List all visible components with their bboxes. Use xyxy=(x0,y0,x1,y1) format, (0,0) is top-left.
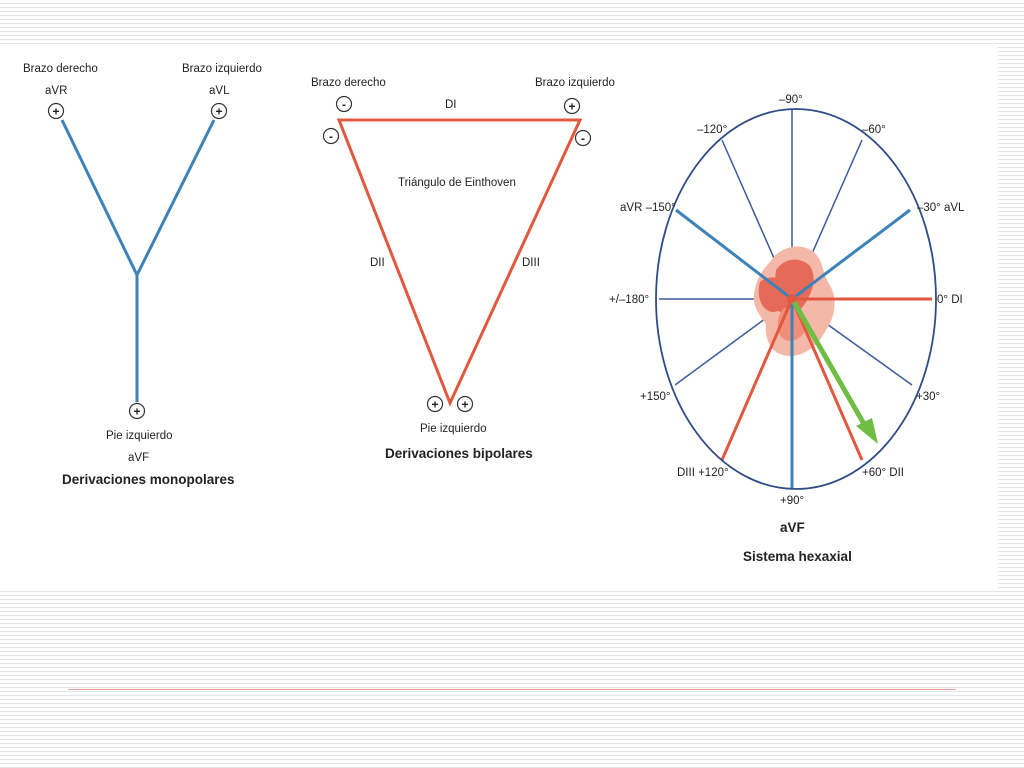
electrical-axis-arrow xyxy=(791,300,878,444)
avr-axis xyxy=(675,208,793,301)
hex-plus-30-label: +30° xyxy=(916,391,940,403)
hex-avf-label: aVF xyxy=(780,520,805,535)
diii-axis xyxy=(720,298,794,461)
avl-axis xyxy=(791,208,911,301)
dii-label: DII xyxy=(370,257,385,269)
hex-plus-150-label: +150° xyxy=(640,391,671,403)
bipolar-diagram: - - + - + + Brazo derecho Brazo izquierd… xyxy=(311,77,615,461)
svg-text:+: + xyxy=(215,105,222,119)
hex-dii-label: +60° DII xyxy=(862,467,904,479)
dii-negative-pole: - xyxy=(322,127,340,145)
bi-right-arm-label: Brazo derecho xyxy=(311,77,386,89)
svg-text:-: - xyxy=(581,132,585,146)
avl-positive-pole: + xyxy=(210,102,228,120)
hexaxial-center xyxy=(787,294,797,304)
svg-text:+: + xyxy=(461,398,468,412)
bi-left-arm-label: Brazo izquierdo xyxy=(535,77,615,89)
monopolar-diagram: + + + Brazo derecho aVR Brazo izquierdo … xyxy=(23,63,262,487)
svg-text:+: + xyxy=(568,100,575,114)
hex-minus-90-label: –90° xyxy=(779,94,803,106)
hex-plus-90-label: +90° xyxy=(780,495,804,507)
svg-text:-: - xyxy=(329,130,333,144)
mono-right-arm-label: Brazo derecho xyxy=(23,63,98,75)
svg-text:-: - xyxy=(342,98,346,112)
diii-positive-pole: + xyxy=(456,395,474,413)
triangle-label: Triángulo de Einthoven xyxy=(398,177,516,189)
bi-left-foot-label: Pie izquierdo xyxy=(420,423,486,435)
hex-avr-label: aVR –150° xyxy=(620,202,676,214)
hexaxial-diagram: –90° –120° –60° aVR –150° –30° aVL +/–18… xyxy=(609,94,965,564)
diii-negative-pole: - xyxy=(574,129,592,147)
avf-positive-pole: + xyxy=(128,402,146,420)
di-positive-pole: + xyxy=(563,97,581,115)
dii-positive-pole: + xyxy=(426,395,444,413)
mono-avl-label: aVL xyxy=(209,85,230,97)
avl-lead-line xyxy=(135,119,216,276)
footer-rule xyxy=(68,689,956,690)
hex-minus-60-label: –60° xyxy=(862,124,886,136)
diii-label: DIII xyxy=(522,257,540,269)
svg-text:+: + xyxy=(133,405,140,419)
hexaxial-ring xyxy=(655,108,937,490)
mono-left-foot-label: Pie izquierdo xyxy=(106,430,172,442)
hexaxial-caption: Sistema hexaxial xyxy=(743,549,852,564)
svg-text:+: + xyxy=(431,398,438,412)
slide-panel: + + + Brazo derecho aVR Brazo izquierdo … xyxy=(0,44,998,589)
hex-minus-120-label: –120° xyxy=(697,124,727,136)
avr-lead-line xyxy=(60,119,139,276)
hex-di-label: 0° DI xyxy=(937,294,963,306)
di-label: DI xyxy=(445,99,457,111)
ecg-leads-diagram: + + + Brazo derecho aVR Brazo izquierdo … xyxy=(23,63,965,564)
hex-180-label: +/–180° xyxy=(609,294,649,306)
di-negative-pole: - xyxy=(335,95,353,113)
hex-avl-label: –30° aVL xyxy=(917,202,965,214)
hex-diii-label: DIII +120° xyxy=(677,467,729,479)
mono-avf-label: aVF xyxy=(128,452,149,464)
mono-left-arm-label: Brazo izquierdo xyxy=(182,63,262,75)
bipolar-caption: Derivaciones bipolares xyxy=(385,446,533,461)
avr-positive-pole: + xyxy=(47,102,65,120)
monopolar-caption: Derivaciones monopolares xyxy=(62,472,235,487)
mono-avr-label: aVR xyxy=(45,85,67,97)
svg-text:+: + xyxy=(52,105,59,119)
einthoven-triangle xyxy=(336,118,583,407)
dii-axis xyxy=(790,298,864,461)
